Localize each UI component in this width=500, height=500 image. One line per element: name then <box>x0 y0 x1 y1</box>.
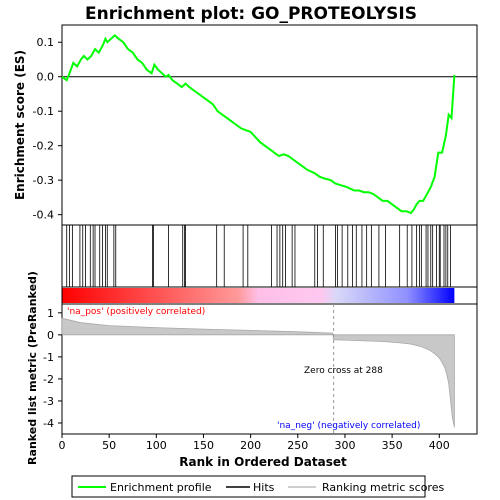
x-tick-label: 50 <box>102 439 116 452</box>
zero-cross-label: Zero cross at 288 <box>304 366 383 376</box>
metric-y-axis-label: Ranked list metric (PreRanked) <box>26 271 39 465</box>
hits-panel <box>61 224 478 288</box>
es-y-tick-label: 0.0 <box>37 71 55 84</box>
chart-title: Enrichment plot: GO_PROTEOLYSIS <box>85 4 417 24</box>
neg-correlated-label: 'na_neg' (negatively correlated) <box>277 421 420 431</box>
es-panel: 0.1 0.0 -0.1 -0.2 -0.3 -0.4 <box>33 24 478 226</box>
ranking-metric-area <box>61 317 455 428</box>
metric-y-ticks: 1 0 -1 -2 -3 -4 <box>43 307 62 430</box>
es-panel-frame <box>61 24 478 226</box>
metric-panel-frame <box>61 303 478 435</box>
metric-y-tick-label: 0 <box>47 329 54 342</box>
x-axis-ticks: 0 50 100 150 200 250 300 350 400 <box>59 434 450 452</box>
x-tick-label: 200 <box>240 439 261 452</box>
x-tick-label: 400 <box>429 439 450 452</box>
legend: Enrichment profile Hits Ranking metric s… <box>71 475 444 498</box>
es-y-tick-label: -0.1 <box>33 105 54 118</box>
es-y-axis-label: Enrichment score (ES) <box>13 50 27 200</box>
x-tick-label: 100 <box>146 439 167 452</box>
x-tick-label: 300 <box>334 439 355 452</box>
es-y-ticks: 0.1 0.0 -0.1 -0.2 -0.3 -0.4 <box>33 36 62 222</box>
legend-label-enrichment-profile: Enrichment profile <box>110 481 212 494</box>
legend-label-hits: Hits <box>253 481 275 494</box>
metric-panel: 1 0 -1 -2 -3 -4 'na_pos' (positively correlat… <box>43 303 478 435</box>
enrichment-profile-line <box>61 33 456 215</box>
hits-panel-frame <box>61 224 478 288</box>
es-y-tick-label: 0.1 <box>37 36 55 49</box>
metric-y-tick-label: -4 <box>43 417 54 430</box>
rank-colorbar-panel <box>61 286 478 305</box>
pos-correlated-label: 'na_pos' (positively correlated) <box>67 307 205 317</box>
hit-lines <box>66 225 451 287</box>
metric-y-tick-label: -1 <box>43 351 54 364</box>
es-y-tick-label: -0.3 <box>33 174 54 187</box>
x-tick-label: 350 <box>382 439 403 452</box>
x-tick-label: 0 <box>59 439 66 452</box>
legend-label-ranking-metric-scores: Ranking metric scores <box>322 481 444 494</box>
metric-y-tick-label: -2 <box>43 373 54 386</box>
es-y-tick-label: -0.4 <box>33 209 54 222</box>
es-y-tick-label: -0.2 <box>33 140 54 153</box>
metric-y-tick-label: 1 <box>47 307 54 320</box>
x-axis-label: Rank in Ordered Dataset <box>179 455 347 469</box>
metric-y-tick-label: -3 <box>43 395 54 408</box>
x-tick-label: 150 <box>193 439 214 452</box>
x-tick-label: 250 <box>287 439 308 452</box>
rank-colorbar <box>62 288 455 303</box>
